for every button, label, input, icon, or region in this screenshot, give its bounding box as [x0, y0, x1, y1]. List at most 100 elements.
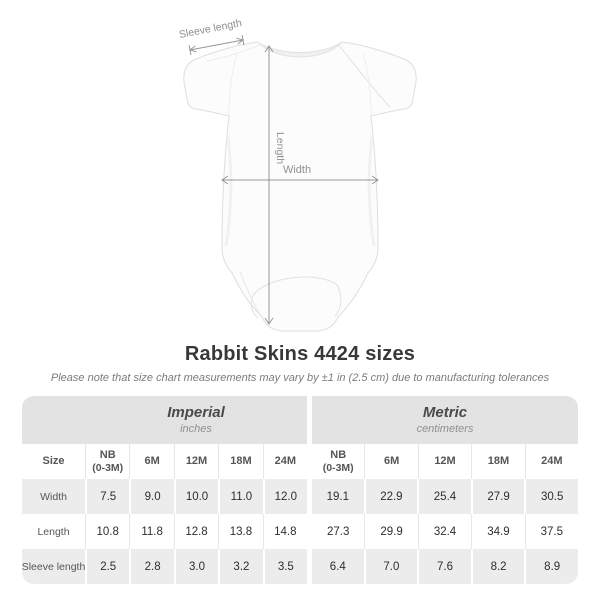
value-cell: 10.8 [85, 514, 129, 549]
width-arrowhead-left [221, 175, 229, 185]
table-half-divider [307, 396, 312, 444]
value-cell: 12.8 [173, 514, 218, 549]
table-row-width: Width 7.5 9.0 10.0 11.0 12.0 19.1 22.9 2… [22, 479, 578, 514]
imperial-group: Imperial inches [85, 396, 307, 444]
imperial-values: 7.5 9.0 10.0 11.0 12.0 [85, 479, 307, 514]
value-cell: 7.5 [85, 479, 129, 514]
imperial-values: 2.5 2.8 3.0 3.2 3.5 [85, 549, 307, 584]
metric-size-headers: NB (0-3M) 6M 12M 18M 24M [312, 444, 578, 479]
size-name: 6M [144, 455, 160, 467]
size-col-header: 18M [471, 444, 524, 479]
size-name: 12M [434, 455, 456, 467]
metric-label: Metric [422, 404, 468, 421]
value-cell: 11.0 [218, 479, 262, 514]
size-name: 24M [274, 455, 297, 467]
size-name: 6M [383, 455, 400, 467]
value-cell: 30.5 [524, 479, 578, 514]
imperial-values: 10.8 11.8 12.8 13.8 14.8 [85, 514, 307, 549]
imperial-size-headers: NB (0-3M) 6M 12M 18M 24M [85, 444, 307, 479]
value-cell: 19.1 [326, 490, 349, 503]
size-name: 18M [487, 455, 510, 467]
value-cell: 7.6 [417, 549, 471, 584]
imperial-unit-label: inches [180, 423, 212, 435]
table-half-divider [307, 549, 312, 584]
value-cell: 25.4 [417, 479, 471, 514]
value-cell: 27.9 [470, 479, 525, 514]
bodysuit-measurement-diagram: Sleeve length Length Width [178, 17, 417, 332]
value-cell: 14.8 [262, 514, 307, 549]
size-col-header: 6M [364, 444, 417, 479]
size-name: 18M [230, 455, 252, 467]
sleeve-tick-left [188, 45, 192, 55]
width-arrowhead-right [371, 175, 379, 185]
sleeve-length-label: Sleeve length [178, 17, 243, 41]
value-cell: 10.0 [173, 479, 218, 514]
value-cell: 3.5 [262, 549, 307, 584]
left-sleeve-seam [228, 53, 238, 117]
value-cell: 27.3 [327, 525, 350, 538]
length-arrowhead-bottom [264, 317, 274, 325]
imperial-label: Imperial [167, 404, 225, 421]
value-cell: 12.0 [262, 479, 307, 514]
onesie-body-outline [183, 41, 417, 332]
size-name: NB [99, 448, 116, 461]
tolerance-note: Please note that size chart measurements… [50, 372, 550, 384]
length-label: Length [274, 132, 286, 164]
right-sleeve-seam [362, 53, 372, 117]
size-col-header: 12M [417, 444, 471, 479]
size-col-header: 18M [218, 444, 262, 479]
value-cell: 13.8 [218, 514, 262, 549]
width-label: Width [283, 164, 311, 176]
value-cell: 8.2 [470, 549, 525, 584]
size-name: 24M [541, 455, 563, 467]
value-cell: 29.9 [364, 514, 417, 549]
size-col-header: 24M [262, 444, 307, 479]
unit-group-header-row: Imperial inches Metric centimeters [22, 396, 578, 444]
row-label: Sleeve length [22, 560, 86, 573]
metric-values: 6.4 7.0 7.6 8.2 8.9 [312, 549, 578, 584]
right-side-shading [367, 134, 376, 247]
size-subname: (0-3M) [92, 461, 124, 474]
size-chart-table: Imperial inches Metric centimeters Size … [22, 396, 578, 584]
size-col-header: 6M [129, 444, 173, 479]
metric-values: 19.1 22.9 25.4 27.9 30.5 [312, 479, 578, 514]
value-cell: 32.4 [417, 514, 471, 549]
table-half-divider [307, 444, 312, 479]
left-leg-fold-shading [239, 271, 262, 317]
onesie-illustration: Sleeve length Length Width [178, 17, 417, 332]
value-cell: 34.9 [471, 514, 524, 549]
size-col-header: NB (0-3M) [312, 444, 364, 479]
page-title: Rabbit Skins 4424 sizes [184, 343, 416, 365]
left-lap-shoulder-fold [206, 43, 263, 62]
row-label: Length [37, 525, 70, 538]
size-name: 12M [185, 455, 208, 467]
value-cell: 8.9 [524, 549, 578, 584]
value-cell: 3.0 [173, 549, 218, 584]
value-cell: 3.2 [218, 549, 262, 584]
metric-unit-label: centimeters [416, 423, 474, 435]
metric-group-header: Metric centimeters [312, 396, 578, 444]
sleeve-tick-right [241, 35, 245, 45]
measurement-annotations [188, 35, 379, 325]
value-cell: 2.8 [129, 549, 173, 584]
table-half-divider [307, 514, 312, 549]
row-label: Width [40, 490, 67, 503]
size-header-row: Size NB (0-3M) 6M 12M 18M 24M NB (0-3M) 6M… [22, 444, 578, 479]
metric-group: Metric centimeters [312, 396, 578, 444]
value-cell: 9.0 [129, 479, 173, 514]
value-cell: 22.9 [363, 479, 418, 514]
value-cell: 37.5 [524, 514, 578, 549]
collar-band [257, 41, 343, 58]
table-half-divider [307, 479, 312, 514]
size-col-header: NB (0-3M) [85, 444, 129, 479]
sleeve-length-arrow [189, 39, 244, 51]
size-header-label: Size [42, 455, 65, 467]
size-col-header: 24M [524, 444, 578, 479]
left-side-shading [224, 134, 233, 247]
value-cell: 2.5 [85, 549, 129, 584]
crotch-flap-fold [250, 276, 342, 319]
value-cell: 7.0 [363, 549, 418, 584]
imperial-group-header: Imperial inches [85, 396, 307, 444]
length-arrowhead-top [264, 45, 274, 53]
